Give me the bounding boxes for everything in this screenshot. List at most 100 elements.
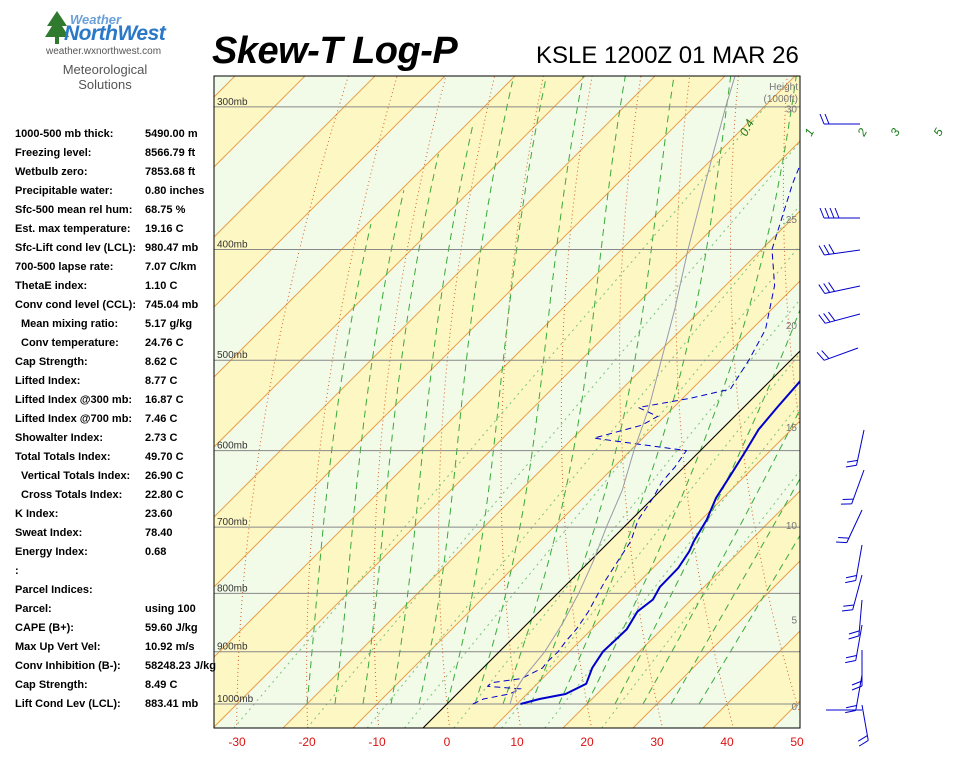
dry-adiabat	[236, 76, 349, 728]
moist-adiabat	[530, 76, 675, 705]
index-value: 7853.68 ft	[145, 166, 196, 178]
index-label: :	[15, 565, 19, 577]
index-label: Est. max temperature:	[15, 223, 131, 235]
wind-barb-flag	[818, 245, 825, 256]
moist-adiabat	[670, 477, 800, 705]
index-value: 59.60 J/kg	[145, 622, 198, 634]
index-value: 883.41 mb	[145, 698, 199, 710]
x-tick-label: -30	[228, 735, 246, 749]
logo-sub-line2: Solutions	[78, 77, 132, 92]
wind-barb-flag	[828, 311, 836, 322]
index-label: Conv cond level (CCL):	[15, 299, 137, 311]
wind-barb-flag	[818, 314, 826, 324]
index-value: 1.10 C	[145, 280, 178, 292]
height-axis-label: (1000ft)	[764, 94, 798, 105]
x-tick-label: 40	[720, 735, 734, 749]
isotherm-line	[214, 76, 726, 588]
index-value: 10.92 m/s	[145, 641, 195, 653]
mixing-ratio-line	[306, 141, 800, 728]
wind-barb-staff	[858, 599, 863, 636]
index-label: Conv temperature:	[21, 337, 119, 349]
wind-barb	[848, 599, 863, 640]
index-value: 49.70 C	[145, 451, 184, 463]
wind-barb	[845, 544, 863, 584]
index-label: Parcel Indices:	[15, 584, 93, 596]
parcel-line	[509, 76, 736, 705]
mixing-ratio-label: 5	[931, 126, 947, 139]
wind-barb-staff	[825, 313, 861, 324]
index-label: ThetaE index:	[15, 280, 88, 292]
wind-barb-flag	[851, 685, 863, 691]
mixing-ratio-line	[233, 106, 766, 728]
x-tick-label: -20	[298, 735, 316, 749]
wind-barb-flag	[840, 503, 852, 505]
wind-barb-flag	[843, 604, 855, 607]
wind-barb	[819, 113, 860, 125]
index-label: Precipitable water:	[15, 185, 113, 197]
wind-barb-flag	[845, 655, 857, 659]
index-value: 58248.23 J/kg	[145, 660, 216, 672]
wind-barb	[840, 469, 865, 505]
index-label: Vertical Totals Index:	[21, 470, 131, 482]
index-label: Freezing level:	[15, 147, 92, 159]
wind-barb-staff	[824, 285, 861, 294]
moist-adiabat	[418, 81, 513, 705]
wind-barb-staff	[852, 574, 863, 610]
wind-barb	[818, 311, 861, 324]
isotherm-line	[214, 76, 376, 238]
index-value: 8.49 C	[145, 679, 178, 691]
isotherm-band	[214, 76, 800, 727]
isobar-label: 600mb	[217, 441, 248, 452]
wind-barb-flag	[845, 575, 857, 579]
wind-barb-flag	[842, 498, 854, 500]
wind-barb	[845, 674, 863, 714]
isobar-label: 900mb	[217, 642, 248, 653]
index-label: Lifted Index @300 mb:	[15, 394, 133, 406]
wind-barb-flag	[823, 313, 831, 323]
plot-frame	[213, 75, 801, 729]
index-value: 7.07 C/km	[145, 261, 197, 273]
index-label: Cap Strength:	[15, 356, 88, 368]
wind-barb-staff	[824, 347, 859, 361]
index-label: Sweat Index:	[15, 527, 83, 539]
wind-barb	[818, 282, 861, 294]
height-tick-label: 30	[786, 104, 798, 115]
wind-barb-flag	[848, 630, 860, 635]
wind-barb-flag	[836, 541, 847, 544]
index-value: 78.40	[145, 527, 173, 539]
height-tick-label: 15	[786, 423, 798, 434]
wind-barb-staff	[861, 704, 869, 741]
dry-adiabat	[306, 76, 398, 728]
mixing-ratio-label: 1	[802, 126, 818, 138]
index-value: 8.77 C	[145, 375, 178, 387]
isobar-label: 300mb	[217, 97, 248, 108]
isotherm-line	[214, 76, 586, 448]
wind-barb-flag	[845, 579, 856, 584]
logo-weather: Weather	[70, 12, 122, 27]
index-value: 68.75 %	[145, 204, 186, 216]
index-label: Energy Index:	[15, 546, 88, 558]
index-value: 22.80 C	[145, 489, 184, 501]
mixing-ratio-line	[453, 298, 800, 728]
index-label: Cross Totals Index:	[21, 489, 123, 501]
moist-adiabat	[474, 76, 584, 705]
isotherm-line	[214, 76, 796, 658]
mixing-ratio-line	[544, 402, 800, 728]
isobar-label: 500mb	[217, 350, 248, 361]
isotherm-line	[632, 560, 800, 728]
wind-barb-flag	[841, 609, 853, 612]
wind-barb-flag	[845, 464, 857, 468]
wind-barb-staff	[851, 469, 865, 504]
dewpoint-line	[472, 163, 800, 705]
index-value: 19.16 C	[145, 223, 184, 235]
x-tick-label: -10	[368, 735, 386, 749]
index-label: 1000-500 mb thick:	[15, 128, 114, 140]
moist-adiabat	[306, 223, 372, 705]
index-label: CAPE (B+):	[15, 622, 74, 634]
logo-northwest: NorthWest	[64, 22, 166, 45]
moist-adiabat	[586, 76, 797, 705]
index-label: Sfc-Lift cond lev (LCL):	[15, 242, 136, 254]
x-tick-label: 20	[580, 735, 594, 749]
wind-barb-flag	[823, 244, 830, 255]
